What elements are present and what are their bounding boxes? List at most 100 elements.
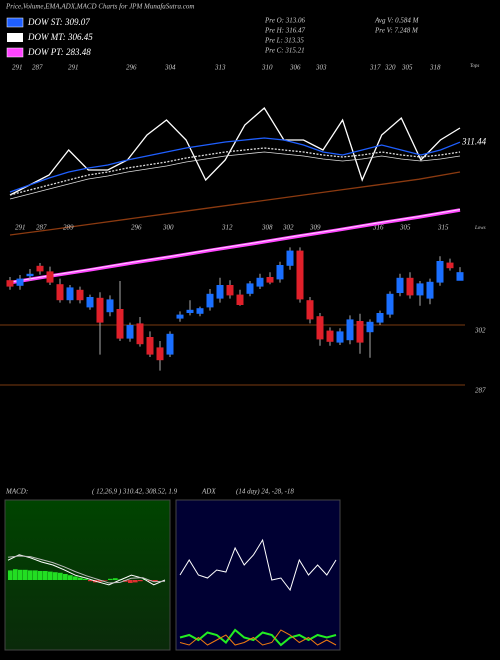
candle-body xyxy=(196,308,204,314)
top-label: 320 xyxy=(384,64,396,72)
adx-panel xyxy=(175,499,341,651)
histogram-bar xyxy=(103,580,108,581)
histogram-bar xyxy=(33,570,38,580)
series-line xyxy=(179,538,337,592)
histogram-bar xyxy=(83,578,88,580)
histogram-bar xyxy=(28,570,33,580)
candle-body xyxy=(136,323,144,345)
candle-body xyxy=(256,277,264,287)
top-label: 306 xyxy=(289,64,301,72)
legend-swatch xyxy=(6,47,24,58)
candle-body xyxy=(156,347,164,361)
candle-body xyxy=(366,321,374,333)
candle-body xyxy=(246,283,254,294)
legend-pt: DOW PT: 283.48 xyxy=(27,47,91,57)
page-title: Price,Volume,EMA,ADX,MACD Charts for JPM… xyxy=(5,3,194,11)
top-label: 317 xyxy=(369,64,381,72)
candle-body xyxy=(446,262,454,269)
low-label: 308 xyxy=(261,224,273,232)
histogram-bar xyxy=(58,572,63,580)
top-label: 291 xyxy=(68,64,79,72)
candle-body xyxy=(236,294,244,305)
candle-body xyxy=(186,309,194,313)
y-tick-label: 287 xyxy=(475,387,486,395)
candle-body xyxy=(346,319,354,341)
histogram-bar xyxy=(8,570,13,580)
candle-body xyxy=(146,337,154,355)
histogram-bar xyxy=(113,578,118,580)
series-line xyxy=(179,629,337,646)
histogram-bar xyxy=(68,575,73,580)
series-line xyxy=(9,171,461,236)
low-label: 316 xyxy=(372,224,384,232)
candle-body xyxy=(26,273,34,277)
histogram-bar xyxy=(53,572,58,580)
candle-body xyxy=(66,287,74,301)
candle-body xyxy=(436,261,444,283)
top-caption: Tops xyxy=(470,64,479,69)
candle-body xyxy=(96,297,104,323)
macd-params: ( 12,26,9 ) 310.42, 308.52, 1.9 xyxy=(92,488,178,496)
histogram-bar xyxy=(153,580,158,582)
top-label: 291 xyxy=(12,64,23,72)
low-label: 312 xyxy=(221,224,233,232)
top-label: 318 xyxy=(429,64,441,72)
histogram-bar xyxy=(38,571,43,580)
histogram-bar xyxy=(13,569,18,580)
histogram-bar xyxy=(63,574,68,580)
histogram-bar xyxy=(73,576,78,580)
info-open: Pre O: 313.06 xyxy=(264,17,305,25)
candle-body xyxy=(126,325,134,339)
info-prev-volume: Pre V: 7.248 M xyxy=(374,27,419,35)
candle-body xyxy=(406,277,414,296)
candle-body xyxy=(116,309,124,339)
low-caption: Lows xyxy=(474,226,486,231)
low-label: 305 xyxy=(399,224,411,232)
candle-body xyxy=(416,283,424,296)
info-high: Pre H: 316.47 xyxy=(264,27,305,35)
low-label: 287 xyxy=(36,224,47,232)
macd-title: MACD: xyxy=(5,488,28,496)
info-close: Pre C: 315.21 xyxy=(264,47,305,55)
histogram-bar xyxy=(133,580,138,583)
series-line xyxy=(9,147,461,196)
candle-body xyxy=(76,289,84,301)
top-label: 305 xyxy=(401,64,413,72)
candle-body xyxy=(456,272,464,281)
candle-body xyxy=(6,280,14,287)
low-label: 302 xyxy=(282,224,294,232)
candle-body xyxy=(326,330,334,342)
histogram-bar xyxy=(23,569,28,580)
candle-body xyxy=(166,333,174,355)
candle-body xyxy=(356,321,364,343)
histogram-bar xyxy=(18,569,23,580)
adx-title: ADX xyxy=(201,488,216,496)
adx-params: (14 day) 24, -28, -18 xyxy=(236,488,294,496)
y-tick-label: 302 xyxy=(474,327,486,335)
candle-body xyxy=(56,284,64,301)
series-line xyxy=(9,107,461,196)
histogram-bar xyxy=(78,577,83,580)
series-line xyxy=(7,555,166,584)
candle-body xyxy=(266,277,274,283)
candle-body xyxy=(226,285,234,296)
legend-swatch xyxy=(7,33,23,42)
low-label: 291 xyxy=(15,224,26,232)
candle-body xyxy=(316,316,324,340)
top-label: 313 xyxy=(214,64,226,72)
candle-body xyxy=(296,250,304,300)
top-label: 303 xyxy=(315,64,327,72)
candle-body xyxy=(216,285,224,299)
low-label: 309 xyxy=(309,224,321,232)
top-label: 287 xyxy=(32,64,43,72)
candle-body xyxy=(36,265,44,272)
candle-body xyxy=(386,293,394,315)
candle-body xyxy=(206,293,214,308)
low-label: 296 xyxy=(131,224,142,232)
candle-body xyxy=(46,271,54,283)
histogram-bar xyxy=(138,580,143,582)
histogram-bar xyxy=(128,580,133,583)
info-low: Pre L: 313.35 xyxy=(264,37,304,45)
series-line xyxy=(9,151,461,200)
